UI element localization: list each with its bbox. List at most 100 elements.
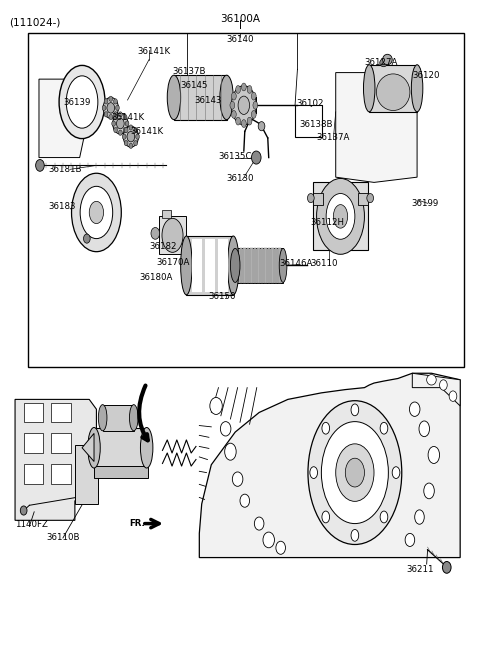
Bar <box>24 464 43 483</box>
Ellipse shape <box>252 92 256 100</box>
Ellipse shape <box>36 160 44 172</box>
Ellipse shape <box>236 86 240 94</box>
Text: 36141K: 36141K <box>137 47 170 56</box>
Ellipse shape <box>88 428 100 468</box>
Bar <box>162 210 171 217</box>
Ellipse shape <box>443 561 451 573</box>
Bar <box>235 248 283 283</box>
Ellipse shape <box>109 115 113 120</box>
Ellipse shape <box>252 111 256 119</box>
Bar <box>275 248 277 283</box>
Ellipse shape <box>415 510 424 524</box>
Polygon shape <box>336 73 417 182</box>
Ellipse shape <box>308 401 402 544</box>
Ellipse shape <box>141 428 153 468</box>
Bar <box>271 248 274 283</box>
Bar <box>257 248 260 283</box>
Ellipse shape <box>231 111 236 119</box>
Ellipse shape <box>258 122 265 131</box>
Bar <box>313 193 323 204</box>
Ellipse shape <box>114 115 118 120</box>
Ellipse shape <box>117 119 124 129</box>
Text: 36180A: 36180A <box>140 273 173 282</box>
Bar <box>94 428 147 468</box>
Ellipse shape <box>134 128 138 133</box>
Ellipse shape <box>279 248 287 282</box>
Text: 36120: 36120 <box>412 71 440 81</box>
Ellipse shape <box>151 227 159 239</box>
Text: 36110: 36110 <box>311 259 338 268</box>
Ellipse shape <box>102 105 106 111</box>
Bar <box>264 248 267 283</box>
Bar <box>192 239 202 291</box>
Ellipse shape <box>220 422 231 436</box>
Ellipse shape <box>326 193 355 239</box>
Ellipse shape <box>119 130 122 136</box>
Text: 1140FZ: 1140FZ <box>15 520 48 529</box>
Ellipse shape <box>230 102 235 109</box>
Polygon shape <box>82 434 94 462</box>
Bar <box>243 248 246 283</box>
Ellipse shape <box>125 121 129 126</box>
Ellipse shape <box>310 467 318 479</box>
Ellipse shape <box>220 75 233 120</box>
Bar <box>75 445 98 504</box>
Text: 36127A: 36127A <box>364 58 398 67</box>
Ellipse shape <box>241 83 246 91</box>
Text: 36141K: 36141K <box>112 113 145 122</box>
Text: 36130: 36130 <box>227 174 254 183</box>
Bar <box>278 248 281 283</box>
Text: 36137A: 36137A <box>317 134 350 142</box>
Ellipse shape <box>119 112 122 117</box>
Text: 36170A: 36170A <box>156 257 190 267</box>
Ellipse shape <box>276 541 286 554</box>
Text: 36139: 36139 <box>63 98 90 107</box>
Ellipse shape <box>134 141 138 145</box>
Ellipse shape <box>411 65 423 112</box>
Bar <box>254 248 256 283</box>
Text: 36135C: 36135C <box>218 152 252 160</box>
Text: 36102: 36102 <box>297 100 324 109</box>
Text: 36146A: 36146A <box>279 259 312 268</box>
Ellipse shape <box>72 174 121 252</box>
Polygon shape <box>412 373 460 406</box>
Ellipse shape <box>232 472 243 486</box>
Text: 36143: 36143 <box>194 96 222 105</box>
Ellipse shape <box>322 511 330 523</box>
Ellipse shape <box>104 112 108 117</box>
Bar <box>158 216 186 254</box>
Ellipse shape <box>107 103 115 113</box>
Ellipse shape <box>308 193 314 202</box>
Ellipse shape <box>103 98 119 119</box>
Bar <box>313 181 368 250</box>
Ellipse shape <box>130 405 138 431</box>
Bar <box>24 434 43 453</box>
Ellipse shape <box>123 128 127 133</box>
Ellipse shape <box>252 151 261 164</box>
Ellipse shape <box>124 141 128 145</box>
Ellipse shape <box>167 75 180 120</box>
Text: 36137B: 36137B <box>172 67 205 76</box>
Bar <box>358 193 368 204</box>
Ellipse shape <box>247 117 252 125</box>
Bar <box>247 248 249 283</box>
Ellipse shape <box>263 532 275 548</box>
Ellipse shape <box>114 128 118 133</box>
Ellipse shape <box>236 117 240 125</box>
Ellipse shape <box>114 99 118 104</box>
Bar <box>186 236 233 295</box>
Ellipse shape <box>345 458 364 487</box>
Ellipse shape <box>241 120 246 128</box>
Ellipse shape <box>247 86 252 94</box>
Ellipse shape <box>238 96 250 115</box>
Ellipse shape <box>392 467 400 479</box>
Text: FR.: FR. <box>129 519 145 528</box>
Ellipse shape <box>129 143 133 149</box>
Ellipse shape <box>380 511 388 523</box>
Ellipse shape <box>66 76 98 128</box>
Bar <box>94 466 148 478</box>
Ellipse shape <box>254 517 264 530</box>
Text: 36140: 36140 <box>226 35 254 45</box>
Ellipse shape <box>380 59 387 67</box>
Ellipse shape <box>210 398 222 415</box>
